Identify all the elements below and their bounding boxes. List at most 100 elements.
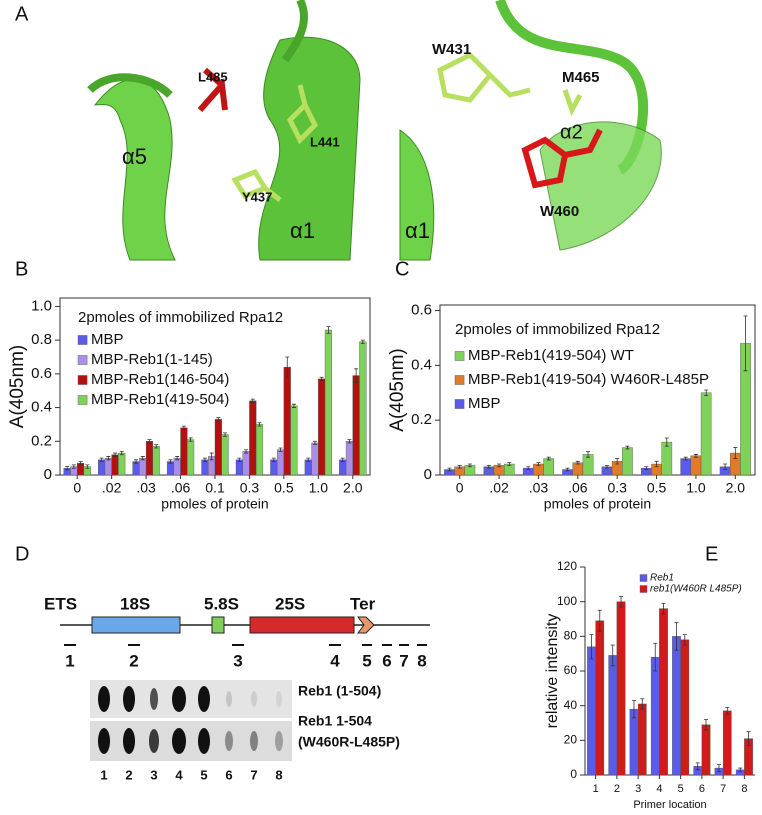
y-tick-label: 60 [564,663,578,677]
bar [622,447,633,476]
bar [637,703,647,776]
bar [290,405,298,476]
error-bar [285,356,290,378]
y-tick-label: 40 [564,698,578,712]
lane-label: 1 [100,767,107,782]
error-bar [725,707,730,715]
x-tick-label: 0.1 [205,480,225,496]
error-bar [507,462,512,466]
y-tick-label: 0.2 [31,432,52,449]
lane-label: 4 [175,767,183,782]
error-bar [610,644,615,667]
error-bar [223,432,228,437]
gel [90,680,292,761]
error-bar [586,451,591,458]
error-bar [640,698,645,710]
bar [352,375,360,476]
bar [359,341,367,476]
error-bar [619,596,624,608]
primer-label: 1 [65,651,74,670]
bar [572,462,584,476]
y-tick-label: 0 [570,767,577,781]
bar [672,636,681,776]
legend-label: MBP-Reb1(419-504) [91,391,229,408]
bar [690,455,702,476]
error-bar [674,622,679,651]
gel-row-label: (W460R-L485P) [298,734,400,750]
error-bar [597,609,602,632]
error-bar [457,465,462,469]
bar [311,442,319,476]
error-bar [209,452,214,461]
error-bar [615,458,620,465]
bar [700,392,712,476]
error-bar [306,457,311,462]
plot-frame [439,304,756,476]
y-tick-label: 0 [44,466,52,483]
error-bar [244,449,249,454]
lane-label: 8 [275,767,282,782]
bar [249,400,257,476]
structure-label: α1 [290,218,315,243]
error-bar [140,456,145,461]
x-tick-label: .02 [102,480,122,496]
y-tick-label: 0.4 [31,399,52,416]
bar [595,620,605,776]
error-bar [575,460,580,465]
error-bar [604,465,609,469]
panel-label: A [15,3,29,25]
gene-diagram [60,616,430,646]
bar [152,446,160,476]
x-tick-label: 6 [699,783,705,795]
structure-label: W460 [540,203,579,220]
error-bar [723,463,728,470]
region-label: 18S [120,594,150,613]
y-axis-label: A(405nm) [387,348,408,431]
error-bar [119,451,124,456]
legend-title: 2pmoles of immobilized Rpa12 [455,321,660,338]
bar [304,459,312,476]
structure-label: W431 [432,41,471,58]
error-bar [340,457,345,462]
bar [180,427,188,476]
x-axis-label: pmoles of protein [161,496,268,512]
primer-label: 4 [330,651,340,670]
error-bar [536,462,541,466]
bar [680,639,690,776]
panel-label: C [395,258,409,280]
bar [270,459,278,476]
lane-label: 7 [250,767,257,782]
region-label: 25S [275,594,305,613]
legend-swatch [77,395,88,405]
bar [276,449,285,476]
lane-label: 5 [200,767,207,782]
structure-label: α2 [560,121,583,143]
y-tick-label: 20 [564,733,578,747]
bar [661,441,673,476]
error-bar [746,731,751,746]
x-tick-label: 1.0 [309,480,329,496]
legend-swatch [77,375,88,385]
panel-label: D [15,543,29,565]
error-bar [565,467,570,472]
error-bar [168,459,173,464]
y-tick-label: 0 [424,466,432,483]
x-tick-label: 0.3 [240,480,260,496]
bar [701,724,711,776]
bar [543,458,554,476]
x-tick-label: .06 [171,480,191,496]
primer-label: 5 [362,651,371,670]
error-bar [683,456,688,461]
error-bar [65,466,70,471]
error-bar [347,439,352,444]
y-axis-label: A(405nm) [7,345,28,428]
error-bar [447,467,452,472]
bar [616,601,626,776]
region-label: 5.8S [204,594,239,613]
error-bar [631,700,636,719]
x-tick-label: 3 [635,783,641,795]
y-tick-label: 1.0 [31,297,52,314]
bar [104,457,112,476]
y-tick-label: 0.4 [411,356,432,373]
